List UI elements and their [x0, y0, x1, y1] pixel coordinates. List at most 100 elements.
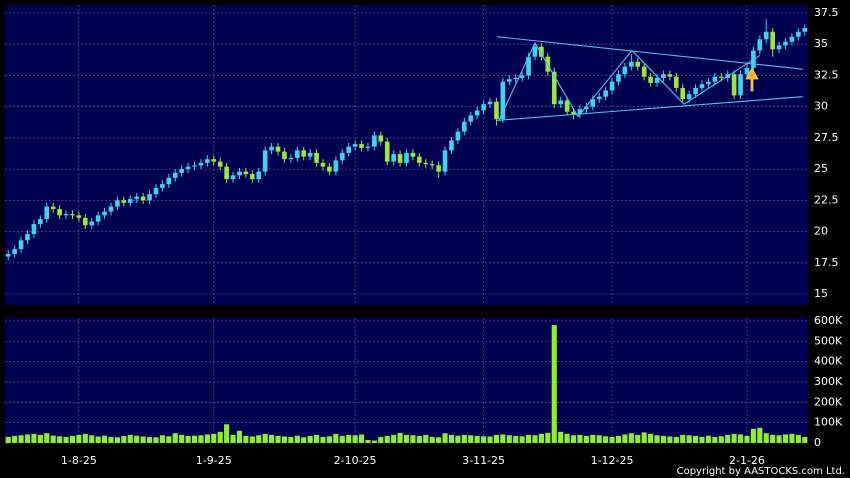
- volume-bar: [545, 432, 551, 443]
- volume-bar: [134, 435, 140, 443]
- volume-bar: [423, 434, 429, 443]
- candle-body: [487, 101, 493, 105]
- volume-bar: [391, 434, 397, 443]
- candle-body: [500, 81, 506, 120]
- volume-bar: [795, 434, 801, 443]
- volume-bar: [583, 435, 589, 443]
- y-tick-label: 0: [814, 436, 821, 449]
- candle-body: [301, 150, 307, 157]
- candle-body: [121, 200, 127, 203]
- candle-body: [571, 111, 576, 115]
- volume-bar: [358, 434, 365, 443]
- volume-bar: [782, 434, 789, 443]
- volume-bar: [326, 436, 332, 443]
- candle-body: [31, 224, 37, 235]
- candle-body: [519, 75, 525, 78]
- y-tick-label: 100K: [814, 416, 843, 429]
- y-tick-label: 400K: [814, 355, 843, 368]
- volume-bar: [185, 435, 191, 443]
- candle-body: [82, 217, 88, 226]
- volume-bar: [102, 435, 108, 443]
- volume-bar: [416, 435, 422, 443]
- candle-body: [686, 94, 692, 100]
- candle-body: [577, 109, 583, 115]
- volume-bar: [622, 434, 628, 443]
- candle-body: [558, 100, 563, 105]
- volume-bar: [635, 434, 641, 443]
- candle-body: [384, 141, 390, 162]
- candle-body: [551, 71, 557, 105]
- volume-bar: [403, 434, 410, 443]
- y-tick-label: 200K: [814, 395, 843, 408]
- candle-body: [462, 121, 467, 132]
- candle-body: [339, 152, 345, 161]
- volume-bar: [551, 325, 557, 443]
- candle-body: [70, 214, 75, 216]
- candle-body: [584, 106, 589, 110]
- candle-body: [654, 77, 660, 83]
- volume-bar: [609, 436, 615, 443]
- candle-body: [378, 135, 384, 142]
- candle-body: [269, 146, 274, 151]
- volume-bar: [114, 437, 120, 443]
- candle-body: [699, 84, 705, 88]
- candle-body: [770, 31, 775, 50]
- candle-body: [661, 74, 666, 78]
- volume-bar: [725, 434, 731, 443]
- candle-body: [95, 215, 101, 222]
- candle-body: [134, 196, 140, 200]
- volume-bar: [487, 436, 493, 443]
- volume-bar: [5, 436, 11, 443]
- y-tick-label: 30: [814, 100, 828, 113]
- volume-bar: [532, 435, 538, 443]
- volume-bar: [243, 435, 249, 443]
- candle-body: [230, 175, 236, 180]
- candle-body: [763, 31, 769, 40]
- candle-body: [539, 46, 544, 57]
- candle-body: [494, 101, 499, 120]
- candle-body: [429, 164, 435, 166]
- candle-body: [327, 166, 332, 172]
- volume-bar: [513, 435, 519, 443]
- candle-body: [776, 45, 782, 50]
- candle-body: [115, 200, 120, 207]
- volume-bar: [538, 433, 544, 443]
- volume-bar: [525, 434, 532, 443]
- volume-bar: [191, 435, 198, 443]
- volume-bar: [461, 434, 467, 443]
- volume-bar: [281, 436, 288, 443]
- candle-body: [153, 187, 159, 195]
- candle-body: [622, 66, 628, 75]
- volume-bar: [217, 431, 223, 443]
- candle-body: [757, 39, 763, 51]
- candle-body: [89, 221, 95, 226]
- volume-bar: [249, 436, 255, 443]
- volume-bar: [596, 435, 602, 443]
- y-tick-label: 35: [814, 37, 828, 50]
- volume-bar: [31, 433, 37, 443]
- candle-body: [185, 166, 191, 170]
- volume-bar: [789, 433, 795, 443]
- candle-body: [352, 144, 358, 147]
- volume-bar: [667, 436, 673, 443]
- volume-bar: [108, 436, 114, 443]
- candle-body: [224, 166, 229, 180]
- candle-body: [12, 249, 17, 255]
- x-tick-label: 2-10-25: [334, 454, 377, 467]
- volume-bar: [166, 436, 172, 443]
- candle-body: [314, 152, 319, 163]
- candle-body: [410, 152, 416, 157]
- candle-body: [590, 99, 596, 107]
- candle-body: [481, 104, 486, 111]
- candle-body: [641, 66, 647, 77]
- volume-bar: [339, 435, 345, 443]
- candle-body: [320, 162, 326, 167]
- volume-bar: [230, 434, 236, 443]
- volume-bar: [12, 435, 18, 443]
- candle-body: [25, 234, 30, 241]
- candle-body: [532, 46, 538, 57]
- volume-bar: [24, 434, 31, 443]
- y-tick-label: 600K: [814, 314, 843, 327]
- volume-bar: [448, 434, 455, 443]
